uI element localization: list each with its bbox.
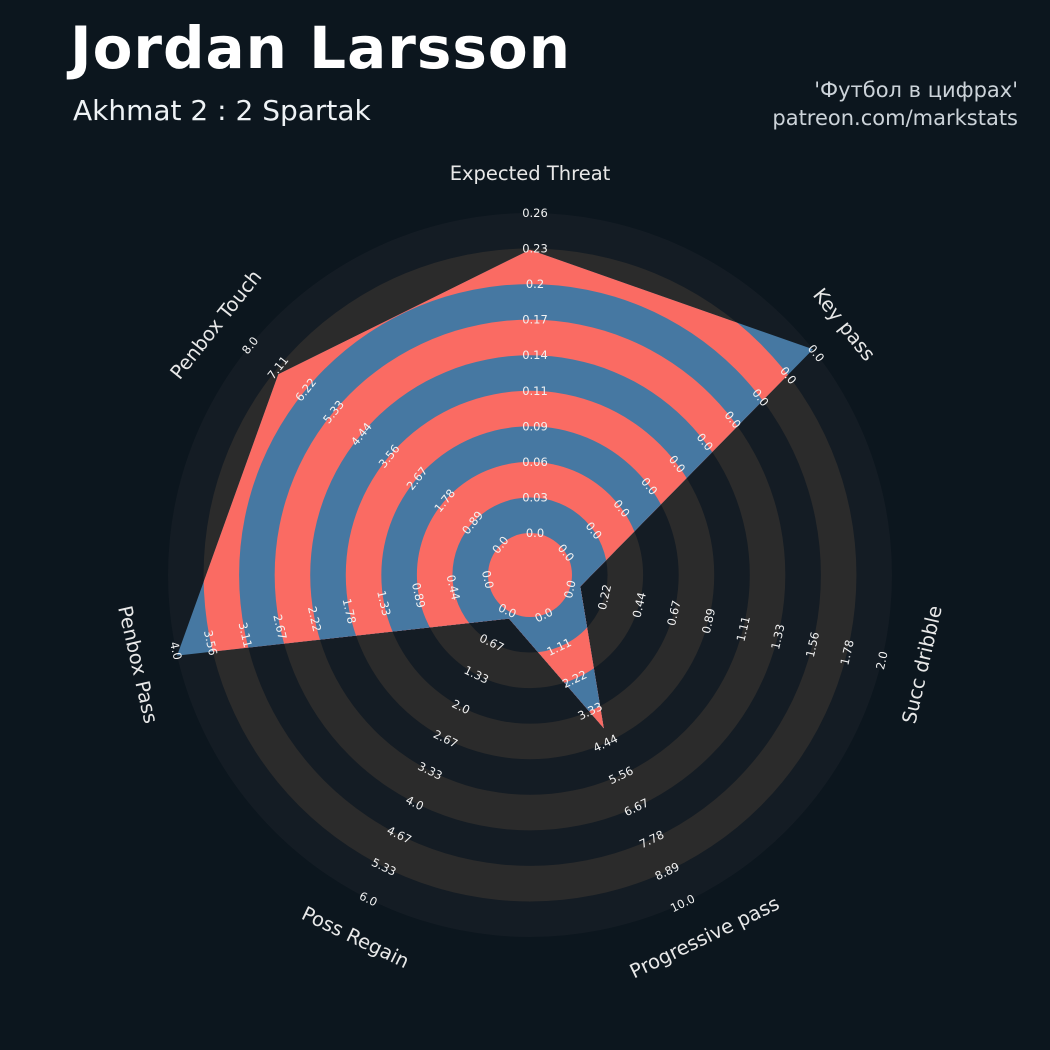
tick-label: 4.0 <box>167 640 185 661</box>
tick-label: 1.11 <box>734 615 753 643</box>
tick-label: 0.2 <box>526 277 544 291</box>
watermark-brand: 'Футбол в цифрах' <box>814 78 1018 102</box>
tick-label: 2.22 <box>305 605 324 633</box>
tick-label: 2.0 <box>873 650 891 671</box>
credits: 'Футбол в цифрах' patreon.com/markstats <box>772 76 1018 133</box>
tick-label: 0.22 <box>595 583 614 611</box>
tick-label: 0.67 <box>664 599 683 627</box>
axis-title-succ-dribble: Succ dribble <box>898 603 947 725</box>
center-circle <box>488 533 572 617</box>
tick-label: 0.0 <box>561 579 579 600</box>
tick-label: 0.26 <box>522 206 548 220</box>
tick-label: 1.33 <box>374 589 393 617</box>
tick-label: 0.0 <box>479 569 497 590</box>
tick-label: 0.44 <box>444 573 463 601</box>
tick-label: 0.14 <box>522 348 548 362</box>
tick-label: 0.89 <box>409 581 428 609</box>
axis-title-expected-threat: Expected Threat <box>450 162 611 185</box>
player-name: Jordan Larsson <box>70 14 572 82</box>
tick-label: 1.78 <box>837 638 856 666</box>
axis-title-penbox-pass: Penbox Pass <box>113 604 162 726</box>
tick-label: 1.78 <box>340 597 359 625</box>
tick-label: 0.23 <box>522 242 548 256</box>
tick-label: 0.89 <box>699 607 718 635</box>
axis-title-poss-regain: Poss Regain <box>298 902 413 973</box>
tick-label: 0.06 <box>522 455 548 469</box>
tick-label: 2.67 <box>270 613 289 641</box>
match-score: Akhmat 2 : 2 Spartak <box>73 94 371 127</box>
tick-label: 0.11 <box>522 384 548 398</box>
watermark-url: patreon.com/markstats <box>772 106 1018 131</box>
tick-label: 0.09 <box>522 419 548 433</box>
tick-label: 0.17 <box>522 313 548 327</box>
tick-label: 0.03 <box>522 490 548 504</box>
tick-label: 1.33 <box>768 623 787 651</box>
tick-label: 3.56 <box>201 629 220 657</box>
tick-label: 3.11 <box>236 621 255 649</box>
tick-label: 0.44 <box>630 591 649 619</box>
tick-label: 0.0 <box>526 526 544 540</box>
tick-label: 1.56 <box>803 631 822 659</box>
